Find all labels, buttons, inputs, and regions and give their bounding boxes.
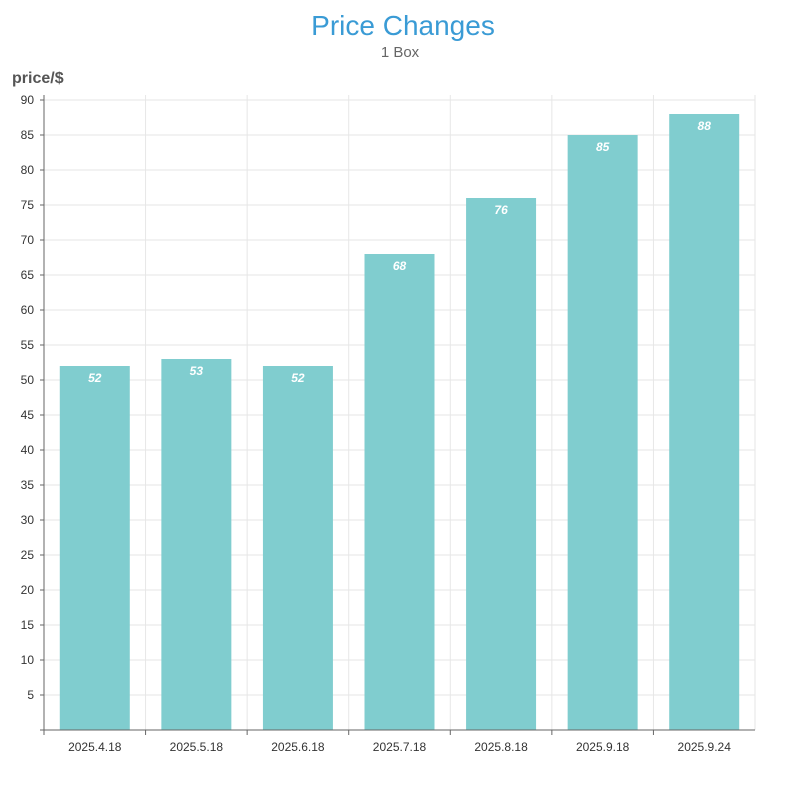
y-tick-label: 65 xyxy=(21,268,35,282)
y-axis-label: price/$ xyxy=(12,70,64,87)
x-tick-label: 2025.4.18 xyxy=(68,740,122,754)
bar[interactable] xyxy=(59,366,130,730)
bar[interactable] xyxy=(262,366,333,730)
y-tick-label: 90 xyxy=(21,93,35,107)
bar[interactable] xyxy=(364,254,435,730)
bar-value-label: 53 xyxy=(190,364,204,378)
bars xyxy=(59,114,740,730)
bar-value-label: 85 xyxy=(596,140,610,154)
y-tick-label: 25 xyxy=(21,548,35,562)
y-tick-label: 60 xyxy=(21,303,35,317)
y-tick-label: 15 xyxy=(21,618,35,632)
y-tick-label: 40 xyxy=(21,443,35,457)
y-tick-label: 35 xyxy=(21,478,35,492)
bar-value-label: 52 xyxy=(88,371,102,385)
y-tick-label: 80 xyxy=(21,163,35,177)
axes xyxy=(40,95,755,735)
y-tick-label: 75 xyxy=(21,198,35,212)
y-tick-label: 70 xyxy=(21,233,35,247)
bar[interactable] xyxy=(669,114,740,730)
bar[interactable] xyxy=(567,135,638,730)
chart-title: Price Changes xyxy=(311,10,495,41)
y-tick-label: 85 xyxy=(21,128,35,142)
y-tick-label: 55 xyxy=(21,338,35,352)
y-tick-label: 50 xyxy=(21,373,35,387)
x-tick-label: 2025.7.18 xyxy=(373,740,427,754)
x-tick-label: 2025.5.18 xyxy=(170,740,224,754)
labels: 5 10 15 20 25 30 35 40 45 50 55 60 65 70 75 80 85 90 52 202… xyxy=(21,93,732,754)
bar[interactable] xyxy=(466,198,537,730)
x-tick-label: 2025.6.18 xyxy=(271,740,325,754)
y-tick-label: 30 xyxy=(21,513,35,527)
x-tick-label: 2025.9.24 xyxy=(678,740,732,754)
chart-subtitle: 1 Box xyxy=(381,44,420,61)
bar-value-label: 76 xyxy=(494,203,508,217)
y-tick-label: 45 xyxy=(21,408,35,422)
x-tick-label: 2025.8.18 xyxy=(474,740,528,754)
bar-value-label: 88 xyxy=(698,119,712,133)
bar[interactable] xyxy=(161,359,232,730)
x-tick-label: 2025.9.18 xyxy=(576,740,630,754)
y-tick-label: 20 xyxy=(21,583,35,597)
bar-value-label: 52 xyxy=(291,371,305,385)
y-tick-label: 5 xyxy=(27,688,34,702)
y-tick-label: 10 xyxy=(21,653,35,667)
bar-value-label: 68 xyxy=(393,259,407,273)
